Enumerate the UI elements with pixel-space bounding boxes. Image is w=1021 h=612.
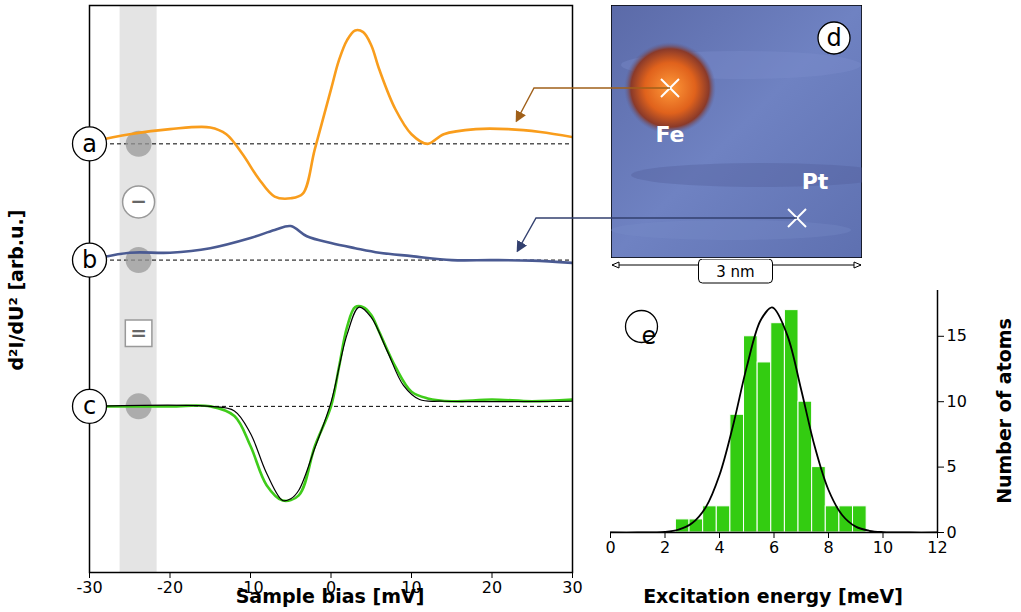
svg-text:e: e (642, 322, 657, 350)
svg-text:=: = (130, 321, 147, 345)
svg-text:0: 0 (947, 523, 957, 542)
svg-text:a: a (82, 130, 97, 158)
svg-text:30: 30 (562, 578, 582, 597)
html-text:Sample bias [mV]: Sample bias [mV] (235, 585, 425, 607)
html-text:Excitation energy [meV]: Excitation energy [meV] (643, 585, 903, 607)
svg-text:8: 8 (823, 538, 833, 557)
svg-text:Fe: Fe (655, 122, 684, 147)
svg-text:20: 20 (482, 578, 502, 597)
svg-text:d: d (826, 24, 841, 52)
svg-text:3 nm: 3 nm (716, 263, 754, 281)
svg-text:0: 0 (605, 538, 615, 557)
svg-text:Pt: Pt (802, 169, 829, 194)
svg-text:10: 10 (873, 538, 893, 557)
svg-text:12: 12 (927, 538, 947, 557)
html-text:Number of atoms: Number of atoms (993, 318, 1015, 504)
svg-text:15: 15 (947, 326, 967, 345)
svg-text:5: 5 (947, 457, 957, 476)
svg-text:2: 2 (660, 538, 670, 557)
html-text:d²I/dU² [arb.u.]: d²I/dU² [arb.u.] (5, 209, 27, 371)
svg-text:−: − (130, 189, 147, 213)
svg-text:-20: -20 (157, 578, 183, 597)
svg-text:4: 4 (714, 538, 724, 557)
svg-text:-30: -30 (76, 578, 102, 597)
svg-text:b: b (82, 246, 97, 274)
svg-text:c: c (83, 392, 96, 420)
svg-text:6: 6 (769, 538, 779, 557)
svg-text:10: 10 (947, 392, 967, 411)
